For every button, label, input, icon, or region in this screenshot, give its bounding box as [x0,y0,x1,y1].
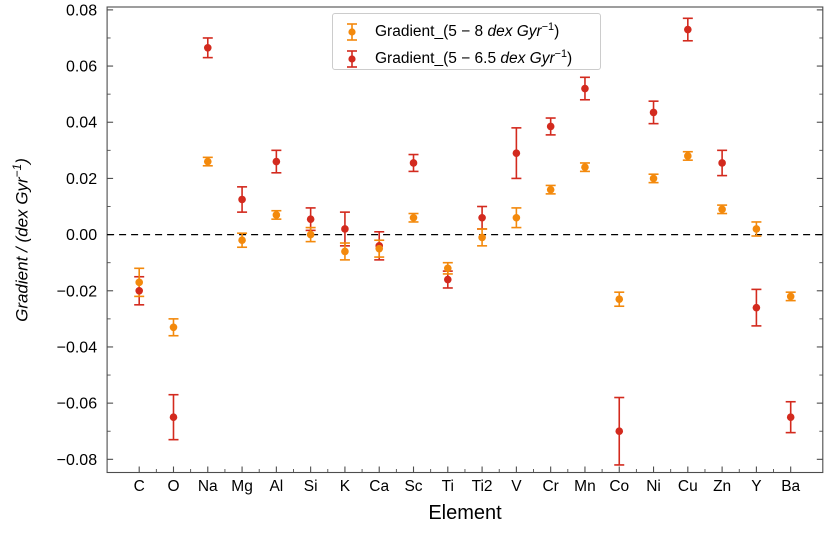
svg-text:Ba: Ba [781,478,800,495]
svg-text:Na: Na [198,478,218,495]
svg-text:O: O [167,478,179,495]
svg-text:Mg: Mg [231,478,253,495]
svg-text:Ti2: Ti2 [472,478,493,495]
svg-text:Co: Co [609,478,629,495]
svg-text:−0.06: −0.06 [57,396,98,413]
svg-text:Al: Al [269,478,283,495]
svg-text:Ni: Ni [646,478,661,495]
svg-text:Zn: Zn [713,478,731,495]
svg-text:0.04: 0.04 [66,115,97,132]
svg-text:Cr: Cr [542,478,558,495]
svg-text:Y: Y [751,478,761,495]
svg-text:0.02: 0.02 [66,171,97,188]
svg-text:−0.08: −0.08 [57,452,98,469]
svg-text:Si: Si [304,478,318,495]
svg-text:C: C [134,478,145,495]
svg-text:Cu: Cu [678,478,698,495]
svg-text:0.06: 0.06 [66,59,97,76]
svg-text:−0.04: −0.04 [57,339,98,356]
svg-text:K: K [340,478,351,495]
svg-text:V: V [511,478,522,495]
svg-text:0.08: 0.08 [66,2,97,19]
svg-text:Ti: Ti [442,478,454,495]
svg-text:0.00: 0.00 [66,227,97,244]
svg-text:−0.02: −0.02 [57,283,98,300]
svg-text:Sc: Sc [404,478,422,495]
svg-text:Ca: Ca [369,478,389,495]
svg-text:Mn: Mn [574,478,596,495]
